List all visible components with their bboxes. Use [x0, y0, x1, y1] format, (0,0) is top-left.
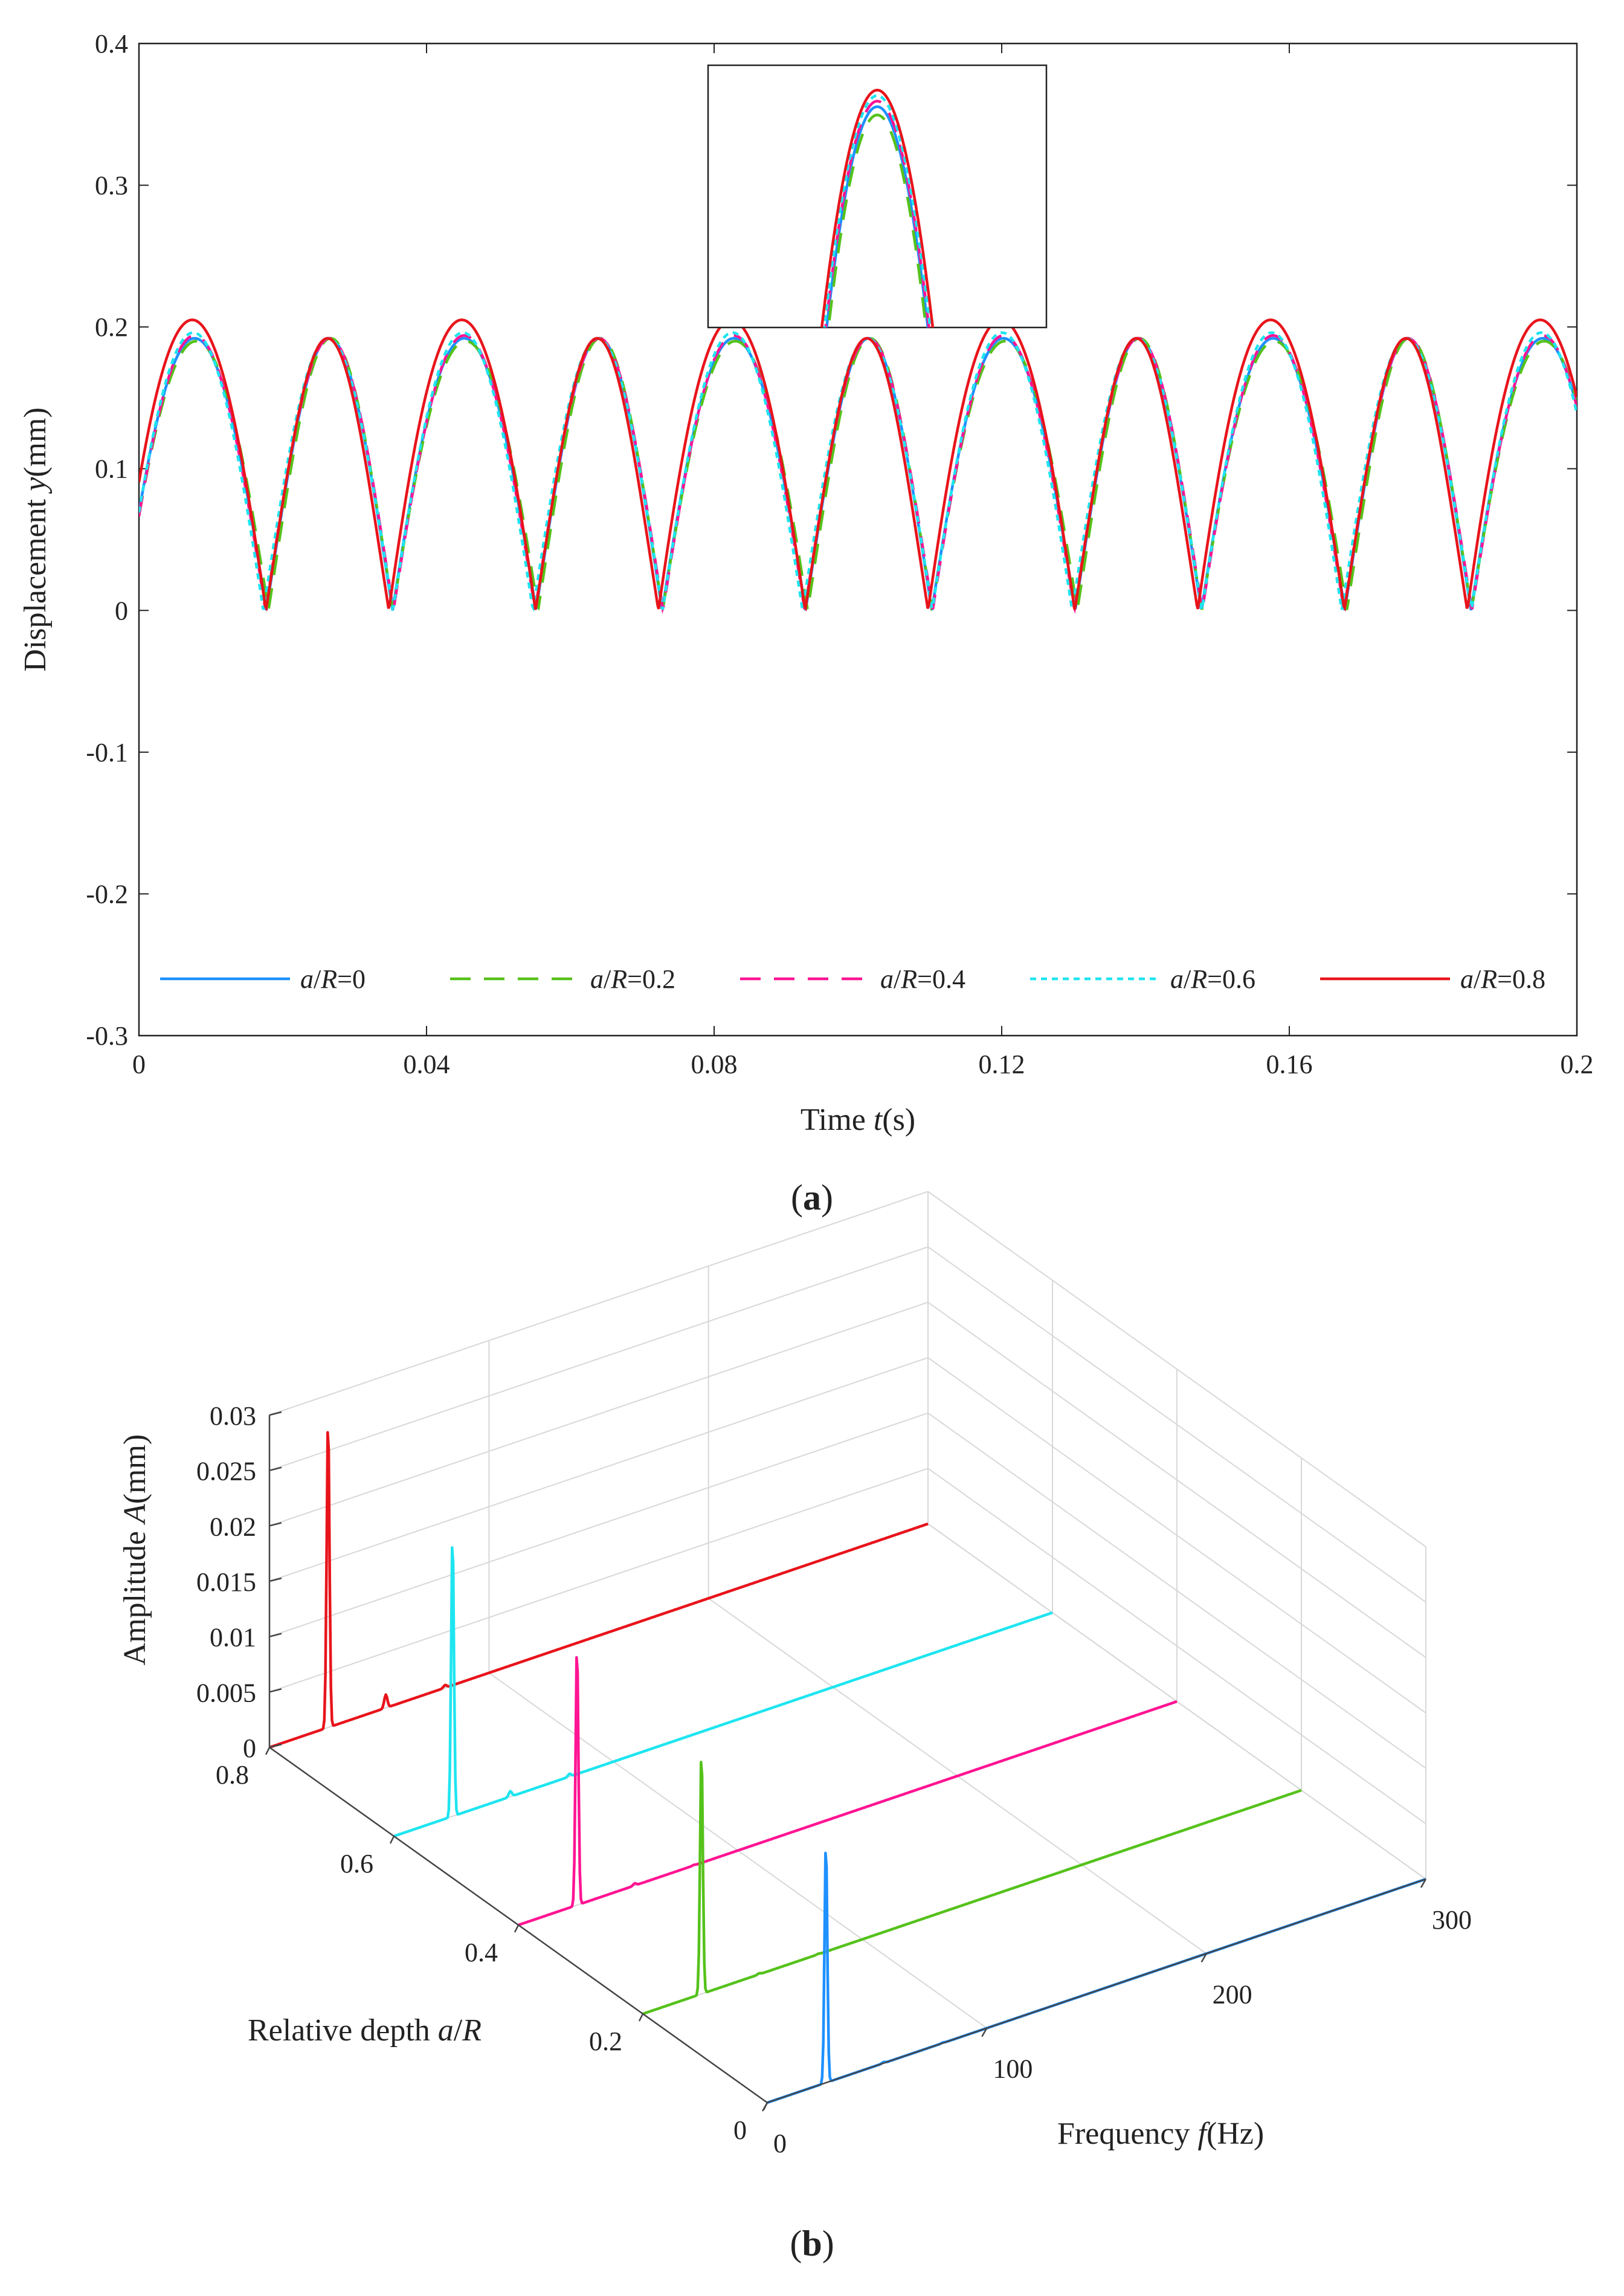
- z-tick-label: 0.02: [210, 1512, 256, 1541]
- depth-tick-mark: [638, 2013, 644, 2022]
- frequency-tick-label: 200: [1213, 1979, 1252, 2009]
- legend-label: a/R=0: [300, 964, 366, 994]
- frequency-tick-label: 0: [773, 2129, 787, 2158]
- z-tick-label: 0: [243, 1733, 256, 1763]
- caption-a: (a): [791, 1178, 833, 1217]
- frequency-axis-label: Frequency f(Hz): [1057, 2117, 1264, 2151]
- y-tick-label: 0.1: [95, 454, 128, 484]
- depth-axis-label: Relative depth a/R: [248, 2013, 482, 2048]
- grid-line: [269, 1357, 929, 1582]
- x-tick-label: 0.04: [404, 1050, 450, 1079]
- inset-line-a-R-0-2: [827, 113, 927, 327]
- frequency-tick-mark: [981, 2028, 988, 2037]
- grid-line: [269, 1468, 929, 1693]
- z-tick-label: 0.03: [210, 1401, 256, 1431]
- x-tick-label: 0: [132, 1050, 146, 1079]
- grid-line: [269, 1191, 929, 1416]
- grid-line: [269, 1246, 929, 1471]
- legend-label: a/R=0.8: [1460, 964, 1545, 994]
- z-tick-mark: [269, 1411, 282, 1416]
- spectrum-line-depth-0-2: [642, 1761, 1302, 2016]
- frequency-tick-label: 100: [993, 2054, 1033, 2084]
- series-line-a-R-0-2: [139, 337, 1577, 611]
- frequency-tick-label: 300: [1432, 1905, 1472, 1935]
- x-tick-label: 0.16: [1266, 1050, 1313, 1079]
- inset-line-a-R-0-4: [824, 100, 930, 327]
- x-axis-label: Time t(s): [801, 1103, 915, 1137]
- frequency-tick-mark: [761, 2102, 768, 2112]
- panel-b-chart: 0 0.005 0.01 0.015 0.02 0.025 0.03 0 0.2 0.4 0.6 0.…: [118, 1191, 1472, 2263]
- spectrum-line-depth-0-6: [393, 1546, 1053, 1838]
- legend-label: a/R=0.4: [880, 964, 965, 994]
- z-tick-mark: [269, 1466, 282, 1471]
- z-tick-mark: [269, 1743, 282, 1749]
- z-tick-label: 0.015: [196, 1567, 256, 1597]
- z-tick-label: 0.01: [210, 1623, 256, 1653]
- caption-b: (b): [790, 2223, 834, 2263]
- zoom-inset: [707, 64, 1048, 329]
- y-tick-label: -0.1: [86, 738, 128, 767]
- y-tick-label: 0.4: [95, 29, 128, 59]
- depth-tick-mark: [265, 1747, 271, 1755]
- grid-line: [269, 1301, 929, 1527]
- spectrum-line-depth-0-4: [518, 1656, 1178, 1927]
- legend: a/R=0 a/R=0.2 a/R=0.4 a/R=0.6 a/R=0.8: [160, 964, 1545, 994]
- y-tick-label: 0.3: [95, 171, 128, 201]
- inset-line-a-R-0: [825, 105, 930, 327]
- z-tick-mark: [269, 1688, 282, 1693]
- series-line-a-R-0-8: [139, 318, 1577, 612]
- x-tick-label: 0.12: [979, 1050, 1025, 1079]
- z-tick-label: 0.025: [196, 1457, 256, 1486]
- y-tick-label: -0.2: [86, 879, 128, 909]
- y-tick-label: 0: [115, 596, 128, 625]
- grid-line: [269, 1412, 929, 1637]
- frequency-axis-line: [767, 1878, 1426, 2104]
- grid: [269, 1191, 1426, 2103]
- legend-label: a/R=0.2: [590, 964, 675, 994]
- z-tick-label: 0.005: [196, 1678, 256, 1707]
- depth-tick-label: 0.2: [589, 2027, 622, 2056]
- y-tick-label: 0.2: [95, 312, 128, 342]
- x-tick-label: 0.2: [1561, 1050, 1594, 1079]
- spectrum-line-depth-0: [767, 1851, 1426, 2104]
- depth-tick-label: 0.4: [465, 1938, 498, 1967]
- depth-tick-mark: [514, 1924, 520, 1933]
- z-tick-mark: [269, 1522, 282, 1527]
- y-axis-label: Displacement y(mm): [18, 407, 53, 672]
- legend-label: a/R=0.6: [1170, 964, 1255, 994]
- panel-a-chart: 0 0.04 0.08 0.12 0.16 0.2 -0.3 -0.2 -0.1 0 0.1 0.2 0…: [18, 29, 1594, 1217]
- depth-tick-mark: [389, 1836, 395, 1844]
- x-tick-label: 0.08: [691, 1050, 738, 1079]
- frequency-tick-mark: [1200, 1953, 1207, 1962]
- inset-line-a-R-0-8: [820, 88, 935, 327]
- frequency-tick-mark: [1420, 1878, 1427, 1888]
- depth-tick-label: 0.8: [216, 1760, 249, 1790]
- z-axis-label: Amplitude A(mm): [118, 1434, 152, 1666]
- y-tick-label: -0.3: [86, 1021, 128, 1051]
- z-tick-mark: [269, 1577, 282, 1582]
- depth-tick-label: 0: [733, 2115, 747, 2145]
- depth-tick-label: 0.6: [340, 1849, 373, 1878]
- spectrum-line-depth-0-8: [269, 1431, 929, 1749]
- z-tick-mark: [269, 1633, 282, 1637]
